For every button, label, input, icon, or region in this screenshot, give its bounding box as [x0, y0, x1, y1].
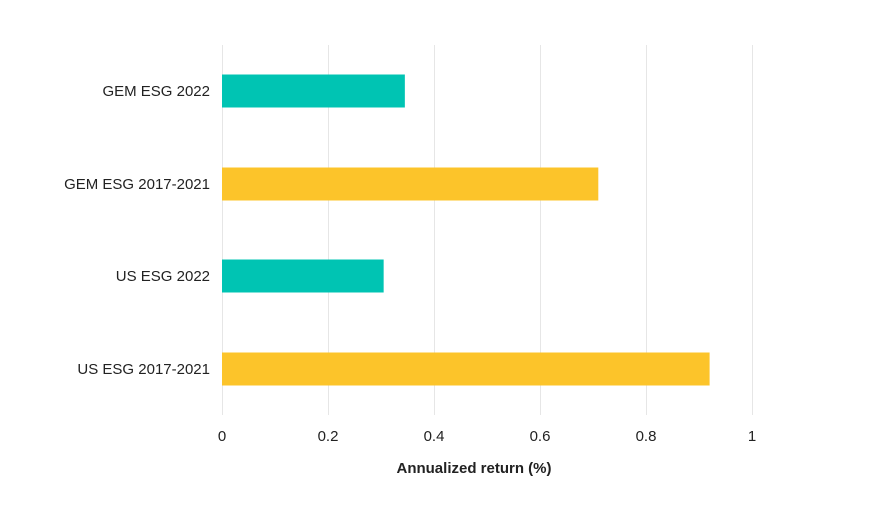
- x-tick-labels: 0 0.2 0.4 0.6 0.8 1: [218, 428, 756, 445]
- x-tick-label: 1: [748, 428, 756, 445]
- bar: [222, 352, 710, 386]
- category-labels: GEM ESG 2022 GEM ESG 2017-2021 US ESG 2022…: [64, 83, 210, 378]
- category-label: US ESG 2022: [116, 268, 210, 285]
- category-label: GEM ESG 2017-2021: [64, 176, 210, 193]
- bar: [222, 74, 405, 108]
- x-axis-title: Annualized return (%): [396, 460, 551, 477]
- bars: [222, 74, 710, 386]
- x-tick-label: 0.4: [424, 428, 445, 445]
- category-label: US ESG 2017-2021: [77, 361, 210, 378]
- x-tick-label: 0.6: [530, 428, 551, 445]
- bar: [222, 259, 384, 293]
- category-label: GEM ESG 2022: [102, 83, 210, 100]
- bar: [222, 167, 599, 201]
- x-tick-label: 0.8: [636, 428, 657, 445]
- x-tick-label: 0: [218, 428, 226, 445]
- x-tick-label: 0.2: [318, 428, 339, 445]
